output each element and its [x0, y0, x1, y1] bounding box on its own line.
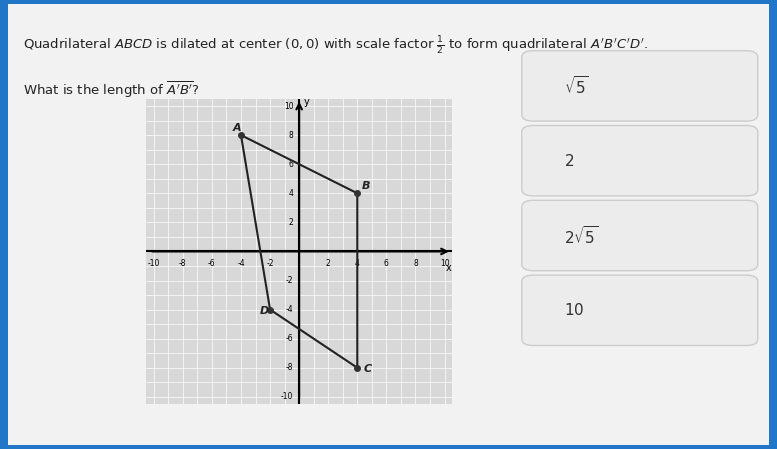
Text: 2: 2: [326, 259, 330, 268]
Text: -4: -4: [286, 305, 294, 314]
Text: -8: -8: [286, 363, 294, 372]
Text: -2: -2: [286, 276, 294, 285]
Text: B: B: [361, 181, 370, 191]
FancyBboxPatch shape: [522, 51, 758, 121]
Text: 6: 6: [384, 259, 388, 268]
Text: -8: -8: [179, 259, 186, 268]
Text: -10: -10: [281, 392, 294, 401]
Text: 6: 6: [288, 160, 294, 169]
Text: 4: 4: [288, 189, 294, 198]
Text: 8: 8: [288, 131, 294, 140]
FancyBboxPatch shape: [522, 200, 758, 271]
Text: -10: -10: [148, 259, 160, 268]
Text: 4: 4: [355, 259, 360, 268]
Text: y: y: [304, 97, 309, 107]
Text: C: C: [363, 364, 371, 374]
Text: 10: 10: [284, 101, 294, 110]
Text: 2: 2: [288, 218, 294, 227]
Text: -4: -4: [237, 259, 245, 268]
Text: $2\sqrt{5}$: $2\sqrt{5}$: [563, 224, 598, 247]
Text: D: D: [260, 306, 269, 316]
Text: 10: 10: [440, 259, 449, 268]
FancyBboxPatch shape: [522, 275, 758, 346]
Text: Quadrilateral $\mathit{ABCD}$ is dilated at center $(0, 0)$ with scale factor $\: Quadrilateral $\mathit{ABCD}$ is dilated…: [23, 35, 648, 57]
Text: $\sqrt{5}$: $\sqrt{5}$: [563, 75, 588, 97]
Text: A: A: [232, 123, 241, 133]
FancyBboxPatch shape: [522, 125, 758, 196]
Text: What is the length of $\overline{A'B'}$?: What is the length of $\overline{A'B'}$?: [23, 79, 200, 100]
Text: $10$: $10$: [563, 302, 584, 318]
FancyBboxPatch shape: [4, 2, 773, 447]
Text: -2: -2: [267, 259, 274, 268]
Text: x: x: [446, 263, 451, 273]
Text: -6: -6: [208, 259, 216, 268]
Text: 8: 8: [413, 259, 418, 268]
Text: $2$: $2$: [563, 153, 573, 169]
Text: -6: -6: [286, 334, 294, 343]
